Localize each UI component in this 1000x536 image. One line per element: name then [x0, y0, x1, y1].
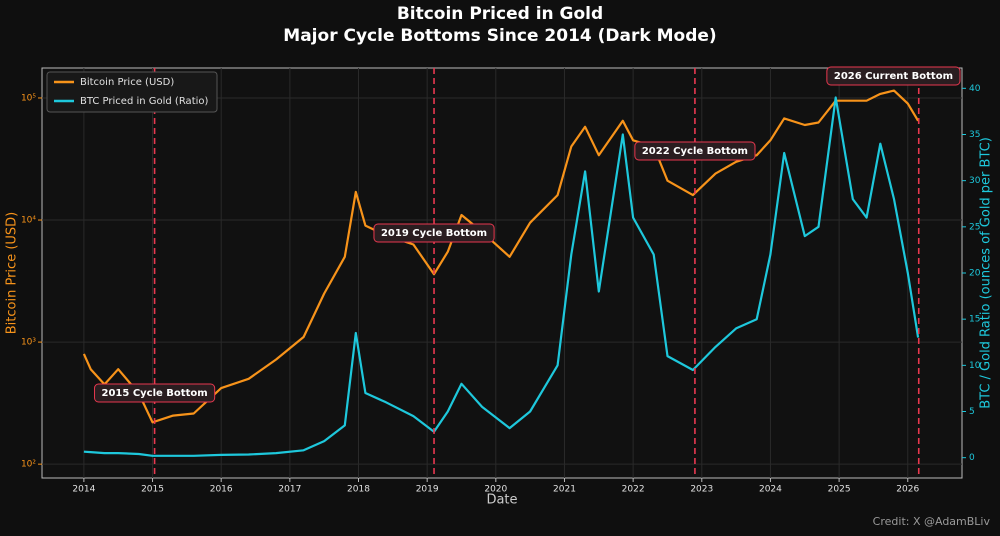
y2-tick-label: 10: [969, 361, 981, 371]
annotation-label: 2015 Cycle Bottom: [102, 388, 208, 399]
legend: Bitcoin Price (USD) BTC Priced in Gold (R…: [46, 71, 218, 113]
x-tick-label: 2015: [141, 485, 164, 495]
x-tick-label: 2017: [278, 485, 301, 495]
x-tick-label: 2021: [553, 485, 576, 495]
y-axis-label: Bitcoin Price (USD): [5, 212, 20, 334]
x-tick-label: 2025: [828, 485, 851, 495]
x-tick-label: 2026: [896, 485, 919, 495]
y-tick-label: 10⁴: [21, 216, 36, 226]
legend-label: BTC Priced in Gold (Ratio): [80, 96, 209, 107]
y-tick-label: 10²: [21, 460, 36, 470]
x-tick-label: 2022: [622, 485, 645, 495]
annotation-label: 2019 Cycle Bottom: [381, 228, 487, 239]
annotation-label: 2026 Current Bottom: [834, 71, 953, 82]
x-tick-label: 2020: [484, 485, 507, 495]
annotation: 2026 Current Bottom: [826, 66, 961, 86]
plot-area: [41, 67, 963, 479]
annotation-box: [94, 383, 216, 403]
x-tick-label: 2018: [347, 485, 370, 495]
x-tick-label: 2016: [210, 485, 233, 495]
annotation-box: [634, 141, 756, 161]
x-tick-label: 2023: [690, 485, 713, 495]
annotation: 2015 Cycle Bottom: [94, 383, 216, 403]
annotation: 2022 Cycle Bottom: [634, 141, 756, 161]
annotation-box: [373, 223, 495, 243]
y2-tick-label: 20: [969, 269, 981, 279]
chart-title: Bitcoin Priced in Gold: [397, 4, 603, 24]
y2-tick-label: 5: [969, 407, 975, 417]
x-axis-label: Date: [486, 493, 517, 508]
series-line: [83, 96, 920, 457]
x-tick-label: 2014: [72, 485, 95, 495]
y-tick-label: 10³: [21, 338, 36, 348]
y2-tick-label: 35: [969, 130, 980, 140]
y2-tick-label: 15: [969, 315, 980, 325]
annotation-label: 2022 Cycle Bottom: [642, 146, 748, 157]
y2-tick-label: 0: [969, 453, 975, 463]
legend-label: Bitcoin Price (USD): [80, 77, 174, 88]
annotation-box: [826, 66, 961, 86]
legend-box: [46, 71, 218, 113]
x-tick-label: 2024: [759, 485, 782, 495]
y2-tick-label: 25: [969, 222, 980, 232]
y2-tick-label: 30: [969, 176, 981, 186]
chart-subtitle: Major Cycle Bottoms Since 2014 (Dark Mod…: [283, 26, 716, 46]
credit: Credit: X @AdamBLiv: [873, 515, 991, 528]
y2-axis-label: BTC / Gold Ratio (ounces of Gold per BTC…: [979, 137, 994, 409]
annotation: 2019 Cycle Bottom: [373, 223, 495, 243]
x-tick-label: 2019: [416, 485, 439, 495]
y2-tick-label: 40: [969, 84, 981, 94]
y-tick-label: 10⁵: [21, 93, 36, 103]
